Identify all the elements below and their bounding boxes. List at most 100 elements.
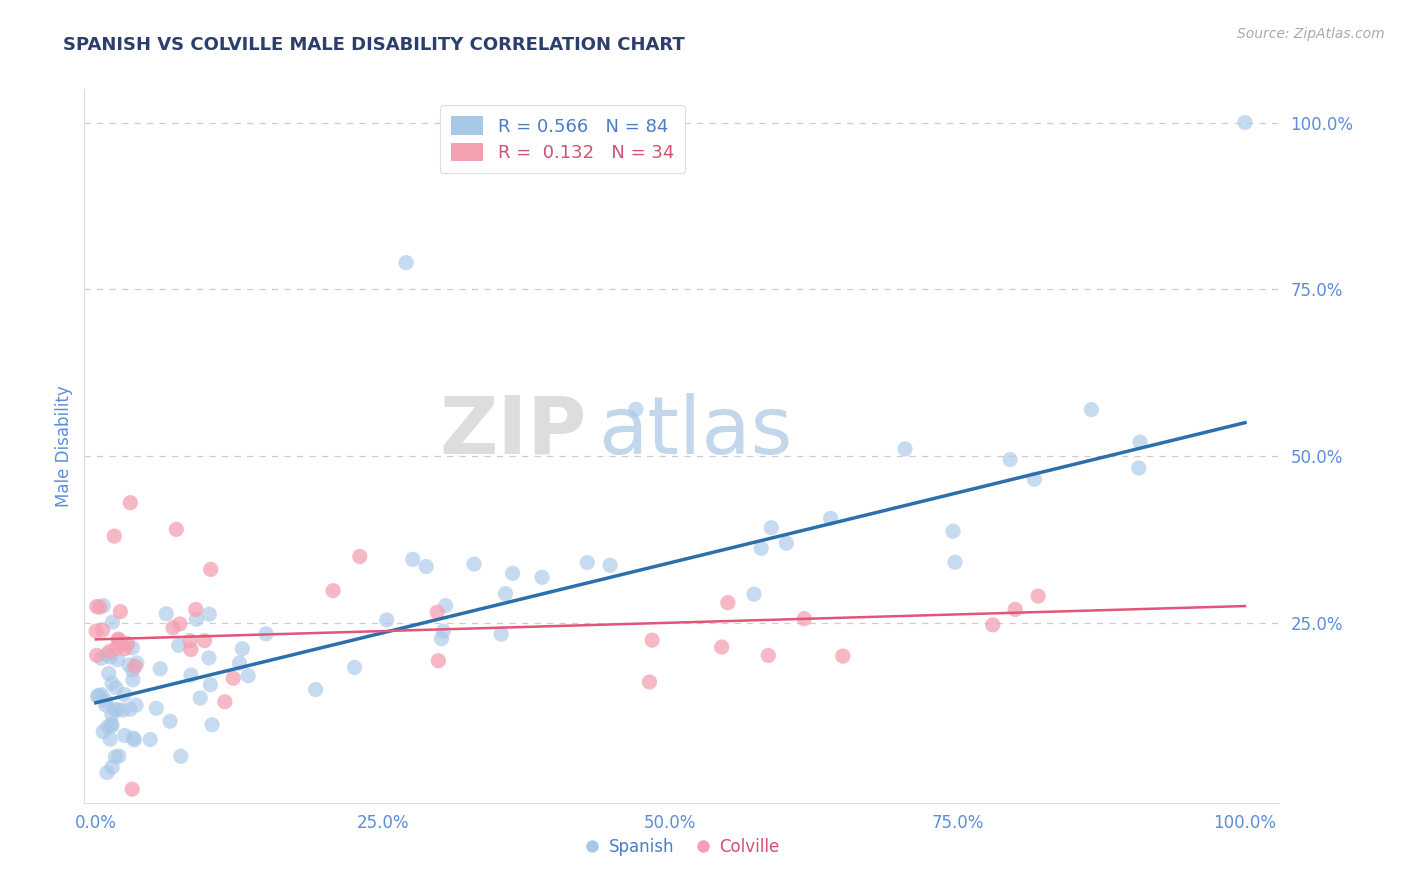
Point xyxy=(101,719,124,733)
Point xyxy=(101,707,124,722)
Point xyxy=(222,671,245,685)
Point xyxy=(1004,602,1026,616)
Point xyxy=(793,612,815,626)
Point xyxy=(125,656,148,670)
Legend: Spanish, Colville: Spanish, Colville xyxy=(578,831,786,863)
Point xyxy=(120,496,142,510)
Point xyxy=(94,694,117,708)
Point xyxy=(415,559,437,574)
Point xyxy=(111,703,134,717)
Point xyxy=(761,521,783,535)
Point xyxy=(198,607,221,622)
Point xyxy=(121,782,143,797)
Text: SPANISH VS COLVILLE MALE DISABILITY CORRELATION CHART: SPANISH VS COLVILLE MALE DISABILITY CORR… xyxy=(63,36,685,54)
Point xyxy=(90,651,112,665)
Point xyxy=(90,688,112,702)
Point xyxy=(159,714,181,729)
Point xyxy=(641,633,664,648)
Point xyxy=(104,703,127,717)
Point xyxy=(91,724,114,739)
Point xyxy=(1128,461,1150,475)
Point xyxy=(427,654,450,668)
Point xyxy=(101,760,124,774)
Point xyxy=(169,617,191,632)
Point xyxy=(165,522,187,536)
Point xyxy=(531,570,554,584)
Point xyxy=(238,669,260,683)
Point xyxy=(107,703,129,717)
Point xyxy=(894,442,917,456)
Point xyxy=(97,666,120,681)
Point xyxy=(108,633,131,648)
Point xyxy=(162,621,184,635)
Point xyxy=(201,717,224,731)
Point xyxy=(170,749,193,764)
Point xyxy=(426,605,449,619)
Point xyxy=(576,556,599,570)
Point xyxy=(107,632,129,646)
Point xyxy=(343,660,366,674)
Point xyxy=(981,617,1004,632)
Point xyxy=(231,641,253,656)
Point xyxy=(254,627,277,641)
Point xyxy=(98,732,121,747)
Point xyxy=(434,599,457,613)
Point xyxy=(186,612,208,626)
Point xyxy=(638,675,661,690)
Point xyxy=(104,641,127,656)
Point xyxy=(432,624,454,638)
Point xyxy=(101,676,124,690)
Text: atlas: atlas xyxy=(599,392,793,471)
Point xyxy=(87,689,110,703)
Point xyxy=(121,663,143,677)
Point xyxy=(775,536,797,550)
Point xyxy=(200,562,222,576)
Point xyxy=(214,695,236,709)
Point xyxy=(194,633,217,648)
Point xyxy=(179,633,201,648)
Point xyxy=(155,607,177,621)
Point xyxy=(180,668,202,682)
Point xyxy=(104,750,127,764)
Point xyxy=(110,605,132,619)
Point xyxy=(395,255,418,269)
Point xyxy=(180,642,202,657)
Point xyxy=(122,673,145,687)
Point xyxy=(122,731,145,745)
Point xyxy=(831,649,853,664)
Point xyxy=(375,613,398,627)
Point xyxy=(96,648,118,662)
Point xyxy=(107,652,129,666)
Y-axis label: Male Disability: Male Disability xyxy=(55,385,73,507)
Point xyxy=(96,765,118,780)
Point xyxy=(188,691,211,706)
Point xyxy=(1080,402,1102,417)
Point xyxy=(304,682,326,697)
Point xyxy=(1129,435,1152,450)
Point xyxy=(349,549,371,564)
Point xyxy=(167,639,190,653)
Point xyxy=(943,555,966,569)
Point xyxy=(489,627,512,641)
Point xyxy=(110,638,132,652)
Point xyxy=(104,681,127,695)
Point xyxy=(200,678,222,692)
Point xyxy=(495,586,517,600)
Point xyxy=(463,557,485,571)
Point xyxy=(198,650,221,665)
Point xyxy=(184,602,207,616)
Text: ZIP: ZIP xyxy=(439,392,586,471)
Point xyxy=(120,702,142,716)
Point xyxy=(94,698,117,712)
Point xyxy=(742,587,765,601)
Point xyxy=(145,701,167,715)
Point xyxy=(121,640,143,655)
Point xyxy=(124,659,146,673)
Point xyxy=(124,732,146,747)
Text: Source: ZipAtlas.com: Source: ZipAtlas.com xyxy=(1237,27,1385,41)
Point xyxy=(86,599,108,614)
Point xyxy=(599,558,621,573)
Point xyxy=(118,658,141,673)
Point xyxy=(86,648,108,663)
Point xyxy=(430,632,453,646)
